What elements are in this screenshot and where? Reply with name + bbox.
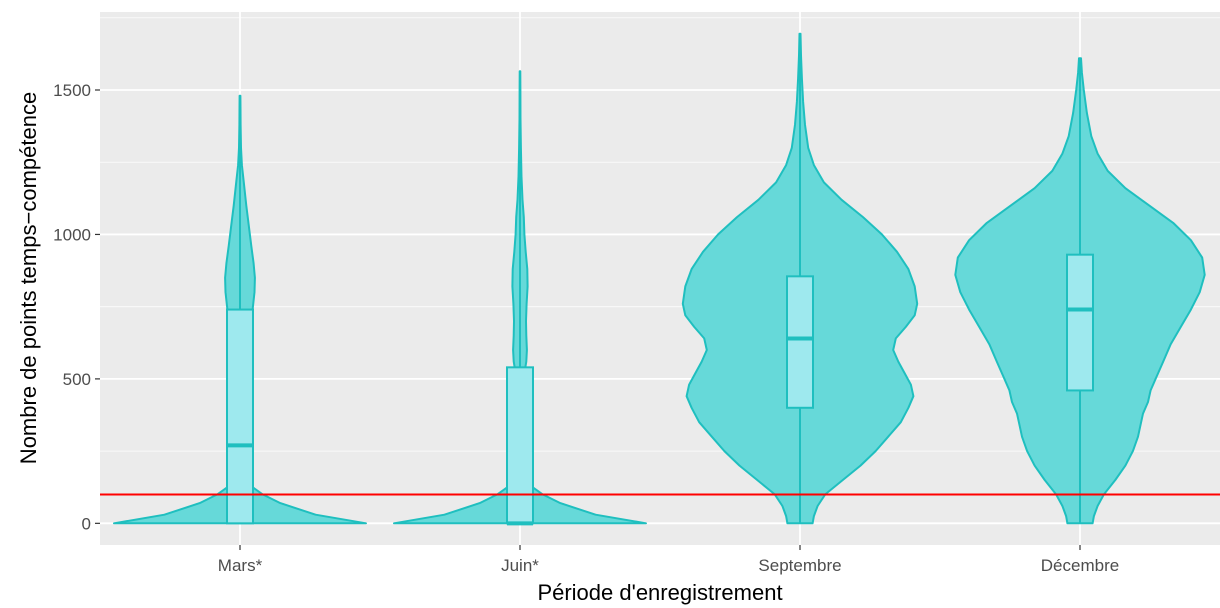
y-tick-label: 500 — [63, 370, 91, 389]
box-plot-2 — [506, 71, 534, 526]
box-plot-3 — [786, 33, 814, 524]
x-axis-title: Période d'enregistrement — [537, 580, 782, 605]
x-tick-label: Septembre — [758, 556, 841, 575]
x-tick-label: Juin* — [501, 556, 539, 575]
box-iqr — [226, 308, 254, 525]
y-axis-title: Nombre de points temps−compétence — [16, 92, 41, 464]
box-iqr — [506, 366, 534, 525]
box-plot-1 — [226, 95, 254, 525]
y-tick-label: 0 — [82, 514, 91, 533]
box-plot-4 — [1066, 58, 1094, 524]
x-tick-label: Décembre — [1041, 556, 1119, 575]
box-iqr — [1066, 253, 1094, 392]
box-iqr — [786, 275, 814, 409]
axes: 0 500 1000 1500 Mars* Juin* Septembre Décembre — [53, 81, 1119, 575]
box-plots — [226, 33, 1094, 526]
y-tick-label: 1500 — [53, 81, 91, 100]
y-tick-label: 1000 — [53, 225, 91, 244]
x-tick-label: Mars* — [218, 556, 263, 575]
